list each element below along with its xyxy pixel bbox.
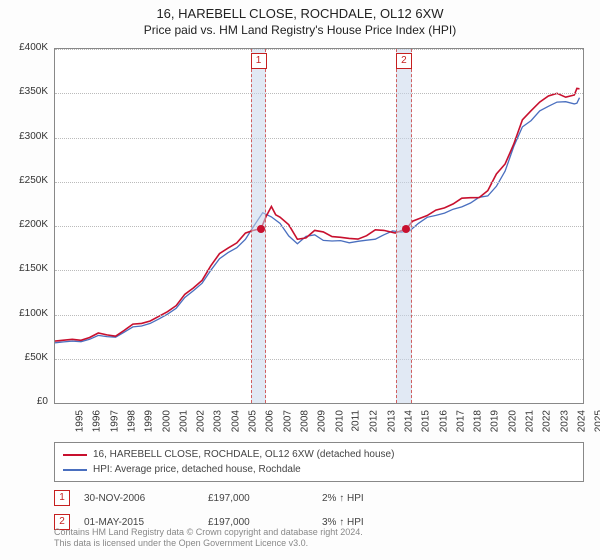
y-tick-label: £350K — [4, 86, 48, 97]
sale-hpi: 2% ↑ HPI — [322, 493, 364, 504]
gridline — [55, 93, 583, 94]
gridline — [55, 49, 583, 50]
x-tick-label: 2004 — [230, 410, 241, 432]
legend-row: 16, HAREBELL CLOSE, ROCHDALE, OL12 6XW (… — [63, 447, 575, 462]
legend-row: HPI: Average price, detached house, Roch… — [63, 462, 575, 477]
footer-line2: This data is licensed under the Open Gov… — [54, 538, 584, 550]
y-tick-label: £0 — [4, 396, 48, 407]
x-tick-label: 1999 — [143, 410, 154, 432]
footer: Contains HM Land Registry data © Crown c… — [54, 527, 584, 550]
region-marker: 1 — [251, 53, 267, 69]
x-tick-label: 2007 — [282, 410, 293, 432]
gridline — [55, 270, 583, 271]
gridline — [55, 315, 583, 316]
x-tick-label: 2023 — [559, 410, 570, 432]
legend-swatch — [63, 454, 87, 456]
y-tick-label: £250K — [4, 175, 48, 186]
legend-swatch — [63, 469, 87, 471]
sale-row: 1 30-NOV-2006 £197,000 2% ↑ HPI — [54, 490, 584, 506]
x-tick-label: 2012 — [369, 410, 380, 432]
gridline — [55, 182, 583, 183]
x-tick-label: 2019 — [490, 410, 501, 432]
sale-marker-dot — [257, 225, 265, 233]
x-tick-label: 2005 — [247, 410, 258, 432]
x-tick-label: 1997 — [109, 410, 120, 432]
sale-marker-box: 1 — [54, 490, 70, 506]
x-tick-label: 2002 — [195, 410, 206, 432]
x-tick-label: 1995 — [74, 410, 85, 432]
x-tick-label: 2018 — [472, 410, 483, 432]
chart-title: 16, HAREBELL CLOSE, ROCHDALE, OL12 6XW — [0, 0, 600, 21]
x-tick-label: 2006 — [265, 410, 276, 432]
sale-marker-dot — [402, 225, 410, 233]
gridline — [55, 359, 583, 360]
gridline — [55, 138, 583, 139]
x-tick-label: 2009 — [317, 410, 328, 432]
x-tick-label: 2025 — [594, 410, 600, 432]
x-tick-label: 2015 — [420, 410, 431, 432]
y-tick-label: £50K — [4, 352, 48, 363]
x-tick-label: 2011 — [350, 410, 361, 432]
chart-subtitle: Price paid vs. HM Land Registry's House … — [0, 23, 600, 37]
x-tick-label: 2024 — [576, 410, 587, 432]
y-tick-label: £200K — [4, 219, 48, 230]
chart-area: 12 — [54, 48, 584, 404]
x-tick-label: 2016 — [438, 410, 449, 432]
sale-date: 30-NOV-2006 — [84, 493, 194, 504]
x-tick-label: 2000 — [161, 410, 172, 432]
x-tick-label: 2021 — [524, 410, 535, 432]
x-tick-label: 1998 — [126, 410, 137, 432]
y-tick-label: £100K — [4, 308, 48, 319]
x-tick-label: 2001 — [178, 410, 189, 432]
x-tick-label: 2010 — [334, 410, 345, 432]
x-tick-label: 2017 — [455, 410, 466, 432]
region-marker: 2 — [396, 53, 412, 69]
y-tick-label: £400K — [4, 42, 48, 53]
x-tick-label: 2020 — [507, 410, 518, 432]
series-price_paid — [55, 88, 580, 341]
x-tick-label: 2003 — [213, 410, 224, 432]
legend-label: HPI: Average price, detached house, Roch… — [93, 464, 301, 475]
y-tick-label: £300K — [4, 131, 48, 142]
series-hpi — [55, 98, 580, 343]
x-tick-label: 1996 — [92, 410, 103, 432]
legend-label: 16, HAREBELL CLOSE, ROCHDALE, OL12 6XW (… — [93, 449, 394, 460]
footer-line1: Contains HM Land Registry data © Crown c… — [54, 527, 584, 539]
x-tick-label: 2014 — [403, 410, 414, 432]
y-tick-label: £150K — [4, 263, 48, 274]
x-tick-label: 2022 — [542, 410, 553, 432]
x-tick-label: 2013 — [386, 410, 397, 432]
gridline — [55, 226, 583, 227]
legend: 16, HAREBELL CLOSE, ROCHDALE, OL12 6XW (… — [54, 442, 584, 530]
x-tick-label: 2008 — [299, 410, 310, 432]
sale-price: £197,000 — [208, 493, 308, 504]
